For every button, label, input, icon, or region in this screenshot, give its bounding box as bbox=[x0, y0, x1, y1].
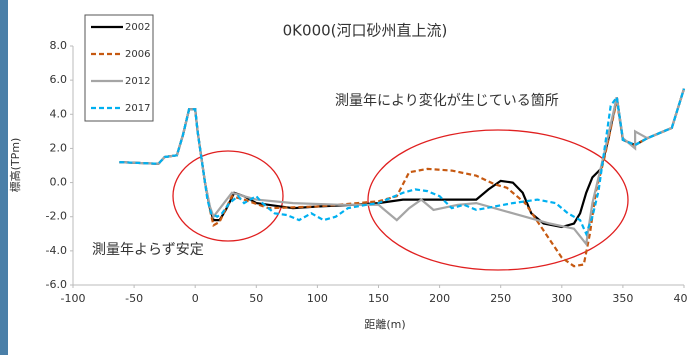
chart: 0K000(河口砂州直上流) 距離(m) 標高(TPm) 測量年により変化が生じ… bbox=[0, 0, 687, 355]
x-tick-label: -50 bbox=[125, 292, 143, 305]
x-tick-label: 150 bbox=[368, 292, 389, 305]
y-tick-label: 6.0 bbox=[50, 73, 68, 86]
y-tick-label: -6.0 bbox=[46, 278, 67, 291]
annotation: 測量年よらず安定 bbox=[92, 242, 204, 258]
y-tick-label: 0.0 bbox=[50, 176, 68, 189]
x-tick-label: 0 bbox=[192, 292, 199, 305]
highlight-ellipse bbox=[173, 151, 283, 241]
line-series bbox=[119, 89, 684, 234]
y-tick-label: -4.0 bbox=[46, 244, 67, 257]
y-tick-label: -2.0 bbox=[46, 210, 67, 223]
legend-label: 2006 bbox=[125, 49, 150, 60]
x-tick-label: 100 bbox=[307, 292, 328, 305]
chart-title: 0K000(河口砂州直上流) bbox=[283, 22, 448, 40]
x-tick-label: 400 bbox=[674, 292, 687, 305]
y-tick-label: 4.0 bbox=[50, 107, 68, 120]
x-tick-label: 300 bbox=[551, 292, 572, 305]
y-tick-label: 8.0 bbox=[50, 39, 68, 52]
legend-label: 2017 bbox=[125, 103, 150, 114]
x-tick-label: 50 bbox=[249, 292, 263, 305]
x-tick-label: 200 bbox=[429, 292, 450, 305]
x-tick-label: 350 bbox=[612, 292, 633, 305]
line-series bbox=[119, 89, 684, 227]
x-tick-label: -100 bbox=[61, 292, 86, 305]
annotation: 測量年により変化が生じている箇所 bbox=[335, 92, 559, 109]
left-strip bbox=[0, 0, 8, 355]
x-axis-label: 距離(m) bbox=[364, 317, 405, 331]
line-series bbox=[119, 89, 684, 244]
legend-label: 2012 bbox=[125, 76, 150, 87]
x-tick-label: 250 bbox=[490, 292, 511, 305]
y-tick-label: 2.0 bbox=[50, 141, 68, 154]
legend-label: 2002 bbox=[125, 22, 150, 33]
y-axis-label: 標高(TPm) bbox=[8, 138, 22, 193]
